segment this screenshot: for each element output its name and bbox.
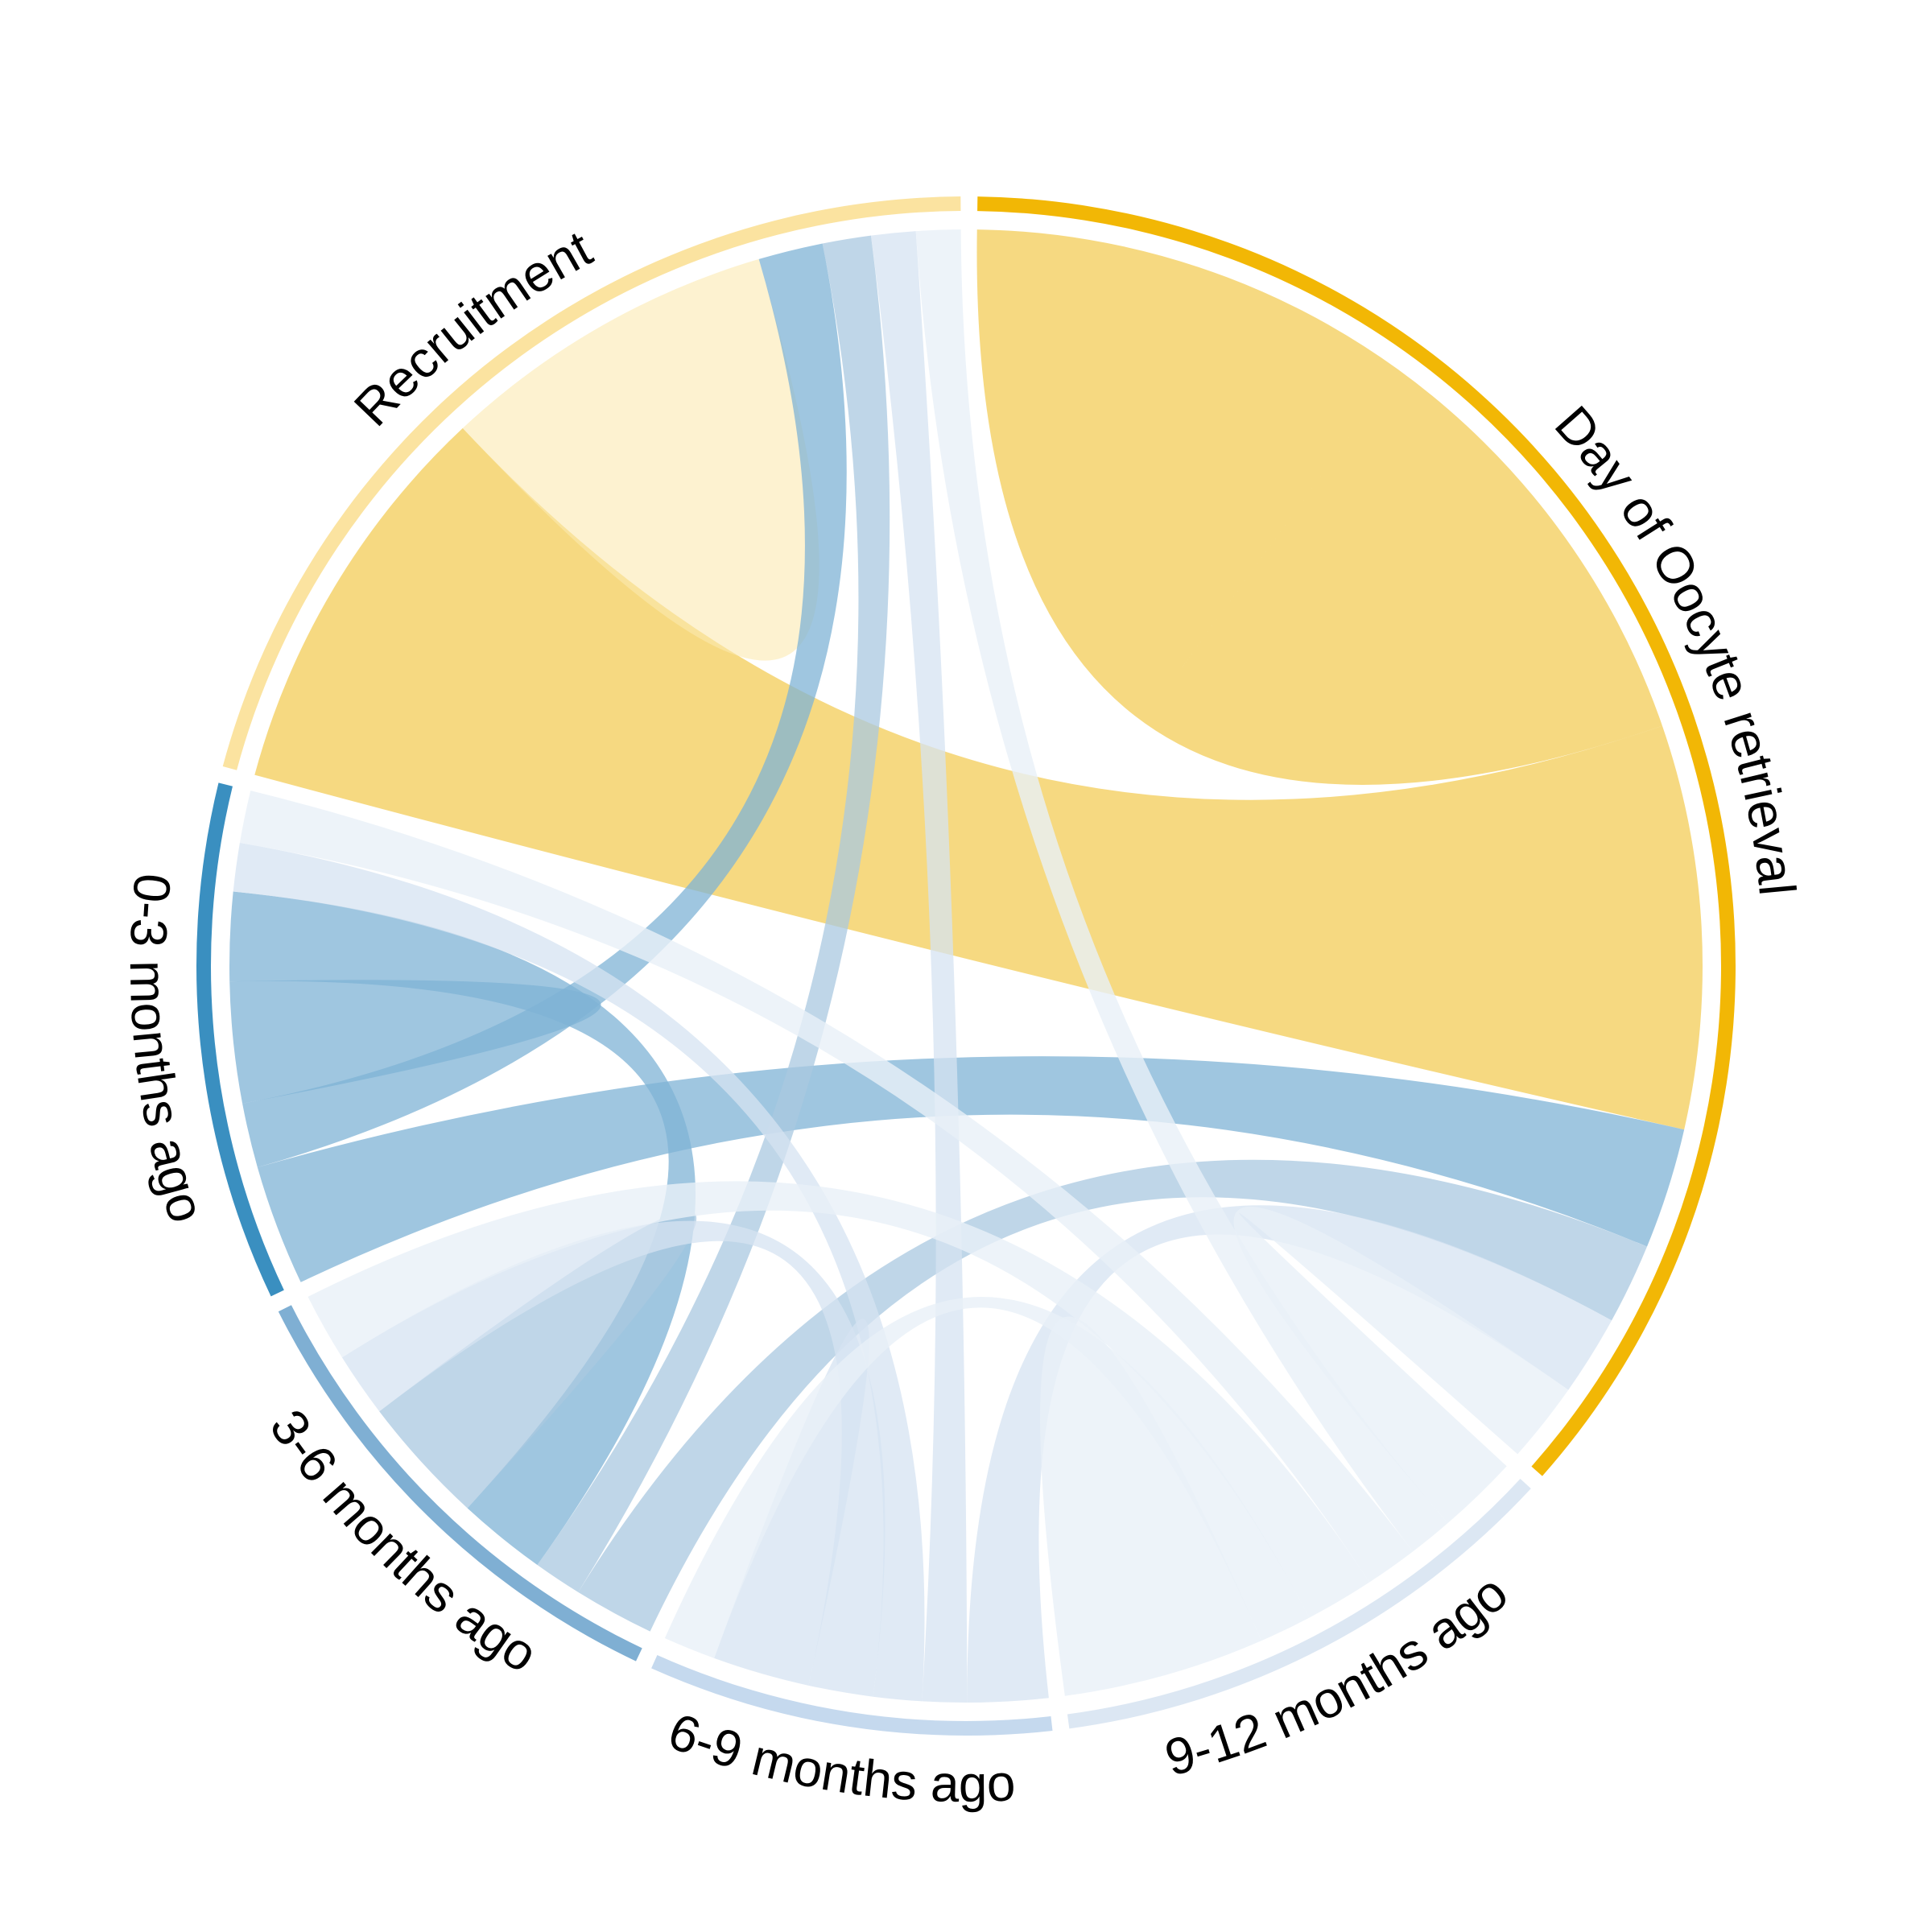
link-day-of-oocyte-retrieval-to-0-3-months-ago xyxy=(257,1056,1685,1282)
link-recruitment-to-6-9-months-ago xyxy=(870,231,968,1703)
link-recruitment-to-recruitment xyxy=(462,258,819,661)
link-day-of-oocyte-retrieval-to-3-6-months-ago xyxy=(578,1159,1648,1632)
link-0-3-months-ago-to-0-3-months-ago xyxy=(229,980,601,1104)
link-day-of-oocyte-retrieval-to-day-of-oocyte-retrieval xyxy=(976,229,1662,785)
link-6-9-months-ago-to-9-12-months-ago xyxy=(664,1297,1310,1658)
link-day-of-oocyte-retrieval-to-recruitment xyxy=(254,427,1703,1130)
link-3-6-months-ago-to-6-9-months-ago xyxy=(341,1220,886,1697)
sector-recruitment xyxy=(222,196,961,770)
link-3-6-months-ago-to-3-6-months-ago xyxy=(379,1210,697,1509)
sector-6-9-months-ago xyxy=(651,1655,1053,1736)
link-recruitment-to-3-6-months-ago xyxy=(537,235,890,1592)
link-day-of-oocyte-retrieval-to-9-12-months-ago xyxy=(1233,1207,1569,1524)
sectors-layer xyxy=(196,196,1736,1736)
link-0-3-months-ago-to-3-6-months-ago xyxy=(229,891,696,1566)
link-day-of-oocyte-retrieval-to-6-9-months-ago xyxy=(967,1205,1612,1703)
links-layer xyxy=(229,229,1703,1703)
link-9-12-months-ago-to-9-12-months-ago xyxy=(1040,1316,1262,1696)
sector-0-3-months-ago xyxy=(196,782,284,1297)
link-recruitment-to-0-3-months-ago xyxy=(242,243,847,1168)
